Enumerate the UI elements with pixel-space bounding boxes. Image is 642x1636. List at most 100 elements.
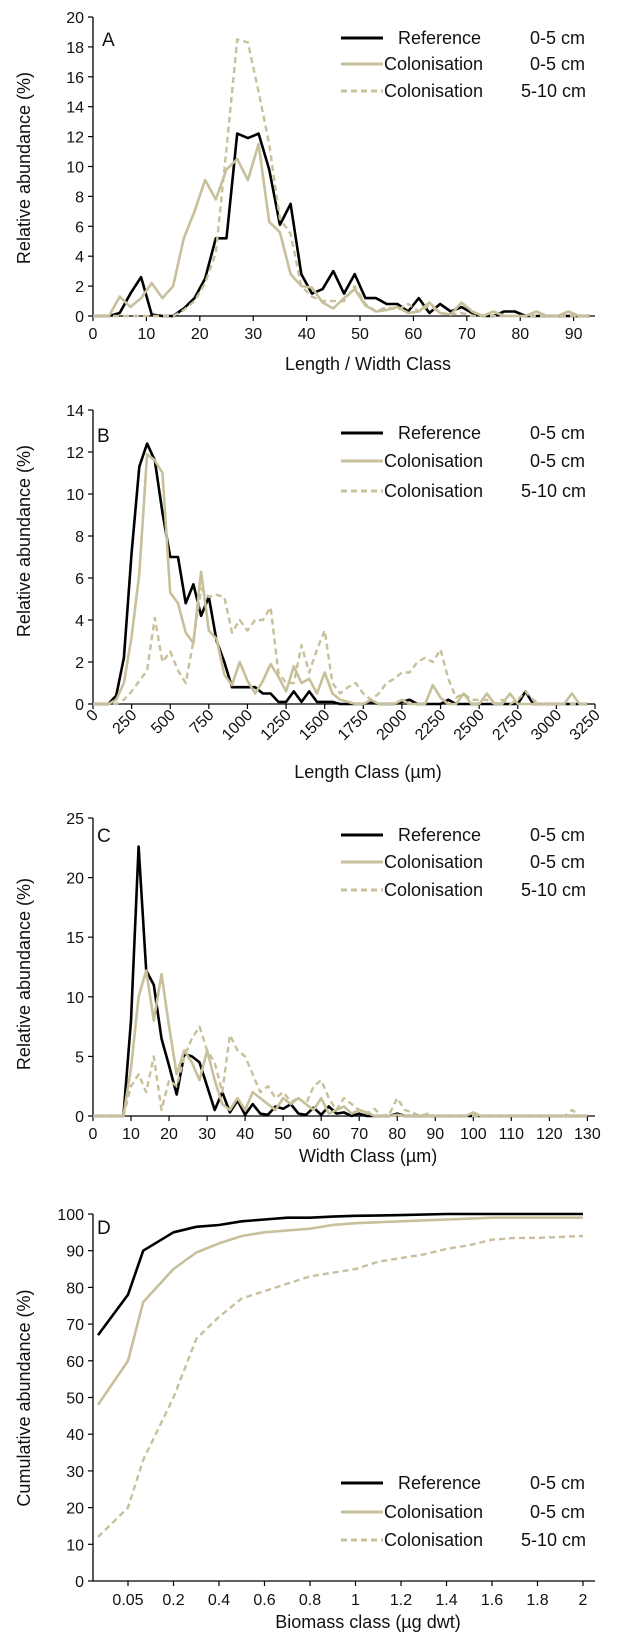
panel-c-x-tick-label: 20 [160,1126,178,1143]
panel-d-y-axis-label: Cumulative abundance (%) [14,1289,34,1506]
legend-label-colonisation-0-5: Colonisation [384,852,483,872]
legend-label-reference: Reference [398,423,481,443]
panel-c-x-tick-label: 130 [574,1126,601,1143]
panel-b-series-colonisation-0-5 [93,452,588,706]
panel-d-x-tick-label: 0.05 [112,1592,143,1609]
panel-b-x-tick-label: 1000 [219,707,256,744]
panel-b: 0 2 4 6 8 10 12 14 0 250 500 750 1000 1250 1500 1750 200… [14,403,604,782]
panel-d-y-tick-label: 70 [66,1317,84,1334]
panel-d-series-colonisation-5-10 [97,1234,584,1538]
panel-a-x-axis-label: Length / Width Class [285,354,451,374]
panel-c-x-tick-label: 0 [89,1126,98,1143]
panel-c-y-tick-label: 25 [66,811,84,828]
legend-depth-colonisation-0-5: 0-5 cm [530,54,585,74]
panel-b-y-tick-label: 2 [75,655,84,672]
panel-b-x-tick-label: 1500 [296,707,333,744]
panel-b-y-tick-label: 12 [66,445,84,462]
panel-d-y-tick-label: 90 [66,1244,84,1261]
panel-a-y-tick-label: 0 [75,309,84,326]
panel-b-x-tick-label: 0 [84,707,102,725]
panel-c-x-tick-label: 50 [274,1126,292,1143]
panel-b-series-colonisation-5-10 [93,587,588,706]
panel-b-y-axis-label: Relative abundance (%) [14,445,34,637]
panel-c-series-colonisation-0-5 [93,969,588,1118]
panel-a-y-tick-label: 2 [75,279,84,296]
panel-c-x-tick-label: 10 [122,1126,140,1143]
panel-b-legend: Reference 0-5 cm Colonisation 0-5 cm Col… [341,423,586,501]
panel-a-y-tick-label: 8 [75,189,84,206]
panel-a-x-tick-label: 40 [298,326,316,343]
panel-d-y-tick-label: 20 [66,1501,84,1518]
legend-label-colonisation-5-10: Colonisation [384,880,483,900]
panel-a-series-colonisation-0-5 [93,142,590,318]
panel-c-y-tick-label: 20 [66,871,84,888]
panel-d-y-tick-label: 30 [66,1464,84,1481]
panel-d-y-tick-label: 80 [66,1280,84,1297]
panel-d-x-tick-label: 1.2 [390,1592,412,1609]
panel-a-letter: A [102,30,115,51]
panel-d-x-tick-label: 1.6 [481,1592,503,1609]
panel-d-series-colonisation-0-5 [96,1216,583,1406]
panel-d-x-tick-label: 0.8 [299,1592,321,1609]
legend-depth-reference: 0-5 cm [530,423,585,443]
panel-a-y-tick-label: 10 [66,160,84,177]
panel-a-y-tick-label: 20 [66,10,84,27]
panel-c-x-tick-label: 110 [499,1126,525,1143]
legend-label-colonisation-0-5: Colonisation [384,54,483,74]
panel-d-x-tick-label: 0.2 [162,1592,184,1609]
panel-a-y-tick-label: 6 [75,219,84,236]
panel-c: 0 5 10 15 20 25 0 10 20 30 40 50 60 70 80 90 100 110 120 13… [14,811,601,1166]
panel-c-y-axis-label: Relative abundance (%) [14,878,34,1070]
panel-a-x-tick-label: 90 [565,326,583,343]
panel-d-y-tick-label: 40 [66,1427,84,1444]
panel-a-series-reference [93,132,590,318]
panel-d-x-tick-label: 1 [351,1592,360,1609]
panel-a-series-colonisation-5-10 [93,38,590,318]
panel-d: 0 10 20 30 40 50 60 70 80 90 100 0.05 0.2 0.4 0.6 0.8 1 1… [14,1207,595,1632]
panel-a: 0 2 4 6 8 10 12 14 16 18 20 0 10 20 30 40 50 60 70 80 90 A L… [14,10,595,374]
panel-b-y-tick-label: 14 [66,403,84,420]
panel-a-y-tick-label: 14 [66,100,84,117]
panel-b-x-tick-label: 2000 [374,707,411,744]
panel-a-x-tick-label: 30 [244,326,262,343]
panel-c-x-tick-label: 60 [312,1126,330,1143]
panel-d-plot: 0 10 20 30 40 50 60 70 80 90 100 0.05 0.2 0.4 0.6 0.8 1 1… [57,1207,595,1609]
panel-c-legend: Reference 0-5 cm Colonisation 0-5 cm Col… [341,825,586,900]
panel-b-series-reference [93,442,588,706]
panel-b-x-tick-label: 1750 [335,707,372,744]
panel-a-legend: Reference 0-5 cm Colonisation 0-5 cm Col… [341,28,586,101]
panel-d-letter: D [97,1218,111,1239]
panel-b-x-tick-label: 2250 [412,707,449,744]
legend-depth-colonisation-5-10: 5-10 cm [521,481,586,501]
panel-d-x-tick-label: 0.6 [253,1592,275,1609]
legend-depth-reference: 0-5 cm [530,28,585,48]
panel-c-y-tick-label: 10 [66,990,84,1007]
legend-label-colonisation-5-10: Colonisation [384,481,483,501]
legend-depth-colonisation-0-5: 0-5 cm [530,1502,585,1522]
panel-d-y-tick-label: 100 [57,1207,84,1224]
panel-b-x-tick-label: 250 [110,707,141,738]
panel-a-y-axis-label: Relative abundance (%) [14,72,34,264]
panel-d-y-tick-label: 0 [75,1574,84,1591]
panel-d-y-tick-label: 10 [66,1537,84,1554]
panel-c-x-tick-label: 100 [460,1126,487,1143]
panel-b-letter: B [97,426,110,447]
panel-a-plot: 0 2 4 6 8 10 12 14 16 18 20 0 10 20 30 40 50 60 70 80 90 [66,10,595,343]
panel-a-y-tick-label: 4 [75,249,84,266]
panel-d-x-tick-label: 1.8 [526,1592,548,1609]
panel-b-x-tick-label: 500 [148,707,179,738]
panel-c-x-tick-label: 90 [426,1126,444,1143]
panel-c-x-tick-label: 30 [198,1126,216,1143]
panel-d-x-tick-label: 2 [579,1592,588,1609]
panel-a-x-tick-label: 20 [191,326,209,343]
panel-b-y-tick-label: 10 [66,487,84,504]
legend-label-colonisation-0-5: Colonisation [384,1502,483,1522]
panel-b-y-tick-label: 0 [75,697,84,714]
legend-depth-reference: 0-5 cm [530,825,585,845]
panel-a-y-tick-label: 12 [66,130,84,147]
legend-label-colonisation-0-5: Colonisation [384,451,483,471]
legend-depth-reference: 0-5 cm [530,1473,585,1493]
panel-c-y-tick-label: 5 [75,1049,84,1066]
panel-b-x-tick-label: 3000 [528,707,565,744]
